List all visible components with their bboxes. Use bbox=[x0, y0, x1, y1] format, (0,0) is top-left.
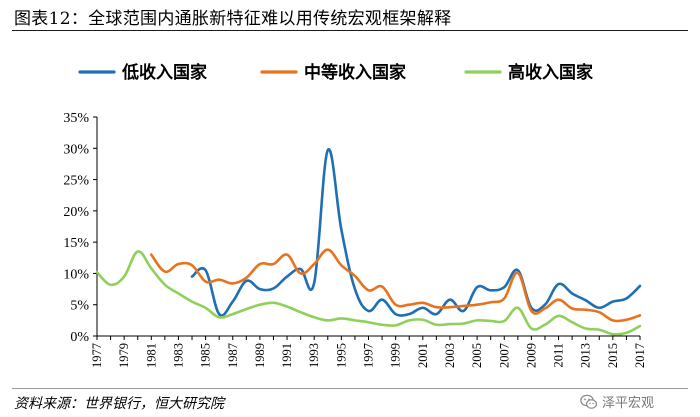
series-line-2 bbox=[150, 248, 642, 323]
x-tick-label: 1987 bbox=[226, 343, 240, 368]
series-line-3 bbox=[95, 250, 642, 336]
x-tick-label: 1989 bbox=[253, 343, 267, 368]
y-tick-label: 25% bbox=[63, 174, 89, 189]
y-tick-label: 0% bbox=[70, 330, 89, 345]
series-line-1 bbox=[190, 147, 642, 317]
y-tick-label: 35% bbox=[63, 111, 89, 126]
x-tick-label: 1985 bbox=[199, 343, 213, 368]
y-tick-label: 5% bbox=[70, 299, 89, 314]
legend-label: 低收入国家 bbox=[121, 62, 207, 83]
x-tick-label: 2015 bbox=[606, 343, 620, 368]
x-tick-label: 2013 bbox=[579, 343, 593, 368]
title-divider bbox=[12, 30, 688, 31]
y-tick-label: 10% bbox=[63, 267, 89, 282]
chart-axes: 0% 5% 10% 15% 20% 25% 30% 35% 1977 1979 1981 1983 19… bbox=[63, 111, 647, 368]
source-note: 资料来源：世界银行，恒大研究院 bbox=[14, 396, 224, 412]
footer-divider bbox=[12, 388, 688, 389]
y-tick-label: 15% bbox=[63, 236, 89, 251]
x-tick-label: 2009 bbox=[524, 343, 538, 368]
x-tick-label: 1983 bbox=[171, 343, 185, 368]
x-tick-label: 1991 bbox=[280, 343, 294, 368]
x-tick-label: 1999 bbox=[389, 343, 403, 368]
x-tick-label: 2003 bbox=[443, 343, 457, 368]
x-tick-label: 1993 bbox=[307, 343, 321, 368]
y-tick-label: 20% bbox=[63, 205, 89, 220]
figure-title: 图表12：全球范围内通胀新特征难以用传统宏观框架解释 bbox=[14, 9, 452, 29]
x-tick-label: 2007 bbox=[497, 343, 511, 368]
x-tick-label: 1995 bbox=[334, 343, 348, 368]
wechat-icon bbox=[580, 394, 598, 409]
x-tick-label: 1977 bbox=[90, 343, 104, 368]
watermark-text: 泽平宏观 bbox=[602, 396, 655, 411]
x-tick-label: 1997 bbox=[362, 343, 376, 368]
chart-series bbox=[95, 147, 642, 336]
chart-legend: 低收入国家 中等收入国家 高收入国家 bbox=[78, 62, 593, 83]
x-tick-label: 2005 bbox=[470, 343, 484, 368]
x-tick-label: 2011 bbox=[552, 343, 566, 368]
x-tick-label: 2001 bbox=[416, 343, 430, 368]
legend-label: 高收入国家 bbox=[508, 62, 593, 83]
x-tick-label: 1979 bbox=[117, 343, 131, 368]
y-tick-label: 30% bbox=[63, 142, 89, 157]
legend-label: 中等收入国家 bbox=[304, 62, 406, 83]
x-tick-label: 1981 bbox=[144, 343, 158, 368]
watermark: 泽平宏观 bbox=[580, 392, 654, 411]
x-tick-label: 2017 bbox=[633, 343, 647, 368]
line-chart: 低收入国家 中等收入国家 高收入国家 0% 5% 10% 15% 20% 25% 30% 35% 1… bbox=[63, 62, 647, 368]
